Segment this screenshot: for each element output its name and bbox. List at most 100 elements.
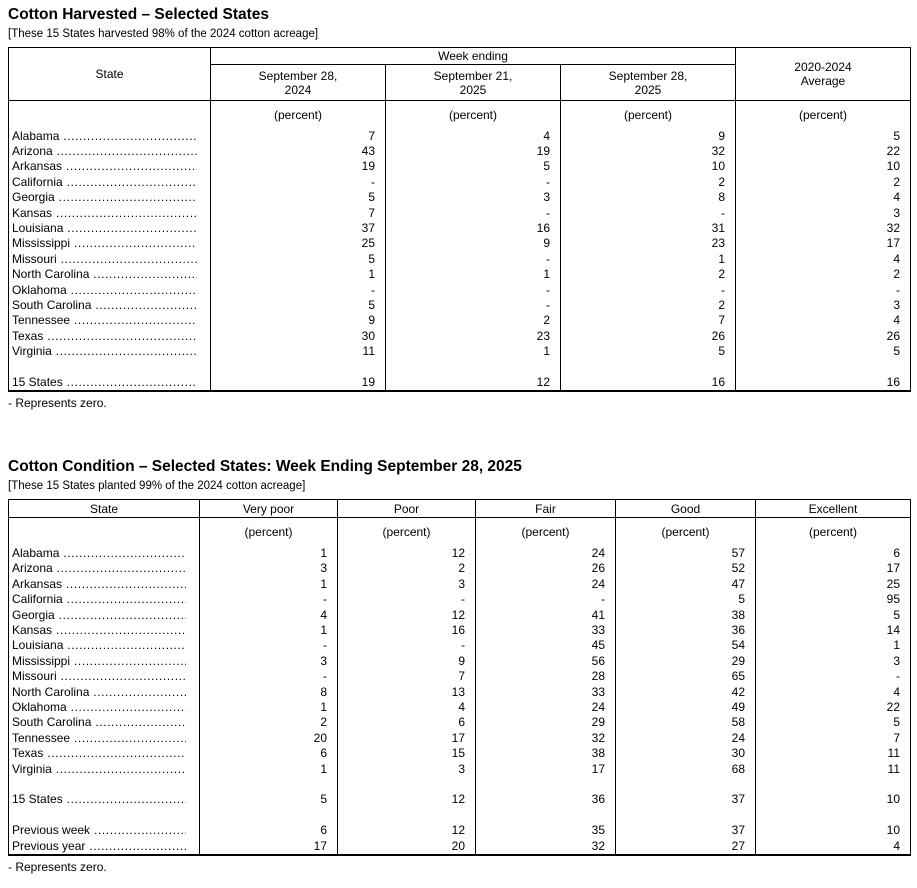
- value-cell: 7: [337, 669, 476, 685]
- state-label: Texas: [8, 746, 200, 762]
- spacer-cell: [755, 776, 911, 793]
- state-label-text: Louisiana: [12, 221, 197, 236]
- table-row: Mississippi3956293: [8, 653, 911, 670]
- state-label-text: Mississippi: [12, 236, 197, 251]
- value-cell: 23: [385, 328, 561, 345]
- value-cell: 10: [755, 823, 911, 839]
- value-cell: 30: [210, 328, 386, 345]
- unit-label: (percent): [210, 100, 386, 129]
- state-label: Virginia: [8, 344, 211, 360]
- value-cell: 3: [755, 653, 911, 670]
- state-label-text: Previous week: [12, 823, 186, 838]
- value-cell: 32: [560, 143, 736, 160]
- unit-label: (percent): [560, 100, 736, 129]
- table-row: Texas30232626: [8, 328, 911, 345]
- value-cell: 54: [615, 638, 756, 654]
- value-cell: -: [475, 592, 616, 608]
- value-cell: 37: [210, 220, 386, 237]
- state-label: Kansas: [8, 205, 211, 221]
- value-cell: 9: [210, 313, 386, 329]
- state-label-text: Georgia: [12, 190, 197, 205]
- value-cell: 3: [199, 653, 338, 670]
- value-cell: 12: [337, 792, 476, 808]
- value-cell: 6: [199, 746, 338, 762]
- state-label-text: California: [12, 175, 197, 190]
- value-cell: 49: [615, 699, 756, 716]
- state-label-text: South Carolina: [12, 715, 186, 730]
- state-label-text: 15 States: [12, 792, 186, 807]
- value-cell: 23: [560, 236, 736, 252]
- value-cell: -: [199, 669, 338, 685]
- value-cell: -: [560, 282, 736, 298]
- value-cell: 5: [385, 159, 561, 175]
- state-label-text: Arizona: [12, 144, 197, 159]
- state-label-text: North Carolina: [12, 267, 197, 282]
- value-cell: -: [210, 174, 386, 191]
- value-cell: 95: [755, 592, 911, 608]
- value-cell: 1: [199, 699, 338, 716]
- value-cell: 28: [475, 669, 616, 685]
- value-cell: -: [337, 638, 476, 654]
- spacer-cell: [8, 359, 211, 375]
- value-cell: 29: [475, 715, 616, 731]
- value-cell: -: [735, 282, 911, 298]
- spacer-cell: [337, 807, 476, 824]
- unit-label: (percent): [735, 100, 911, 129]
- value-cell: 7: [210, 128, 386, 144]
- table-row: Virginia11155: [8, 344, 911, 360]
- spacer-row: [8, 359, 911, 375]
- value-cell: 5: [210, 190, 386, 206]
- value-cell: 36: [475, 792, 616, 808]
- value-cell: 1: [199, 761, 338, 777]
- value-cell: 56: [475, 653, 616, 670]
- state-label-text: Missouri: [12, 252, 197, 267]
- table-row: 15 States19121616: [8, 374, 911, 392]
- report-page: Cotton Harvested – Selected States [Thes…: [8, 5, 911, 875]
- condition-note: [These 15 States planted 99% of the 2024…: [8, 480, 306, 493]
- good-column-header: Good: [615, 499, 756, 519]
- spacer-cell: [210, 359, 386, 375]
- spacer-cell: [735, 359, 911, 375]
- value-cell: 4: [735, 190, 911, 206]
- value-cell: 17: [337, 730, 476, 747]
- state-label: Louisiana: [8, 220, 211, 237]
- value-cell: 7: [755, 730, 911, 747]
- value-cell: 2: [560, 174, 736, 191]
- unit-row-state-cell: [8, 100, 211, 129]
- value-cell: 16: [385, 220, 561, 237]
- table-row: South Carolina 5-23: [8, 297, 911, 314]
- value-cell: 2: [337, 561, 476, 577]
- value-cell: 5: [210, 251, 386, 268]
- value-cell: 36: [615, 622, 756, 639]
- value-cell: -: [199, 638, 338, 654]
- date-header-row: September 28, 2024 September 21, 2025 Se…: [9, 64, 911, 101]
- value-cell: 8: [560, 190, 736, 206]
- state-label: Texas: [8, 328, 211, 345]
- value-cell: 43: [210, 143, 386, 160]
- state-label-text: Alabama: [12, 546, 186, 561]
- value-cell: 25: [755, 576, 911, 593]
- unit-row-state-cell: [8, 517, 200, 546]
- very-poor-column-header: Very poor: [199, 499, 338, 519]
- week-ending-header: Week ending: [210, 47, 736, 65]
- value-cell: 1: [755, 638, 911, 654]
- value-cell: 2: [560, 267, 736, 283]
- value-cell: 4: [337, 699, 476, 716]
- value-cell: 52: [615, 561, 756, 577]
- spacer-cell: [475, 776, 616, 793]
- value-cell: 3: [337, 576, 476, 593]
- state-label: 15 States: [8, 792, 200, 808]
- spacer-row: [8, 807, 911, 824]
- state-label: Missouri: [8, 251, 211, 268]
- value-cell: 10: [735, 159, 911, 175]
- value-cell: 4: [735, 313, 911, 329]
- state-label: Alabama: [8, 128, 211, 144]
- unit-label: (percent): [475, 517, 616, 546]
- state-label: North Carolina: [8, 684, 200, 700]
- value-cell: -: [385, 174, 561, 191]
